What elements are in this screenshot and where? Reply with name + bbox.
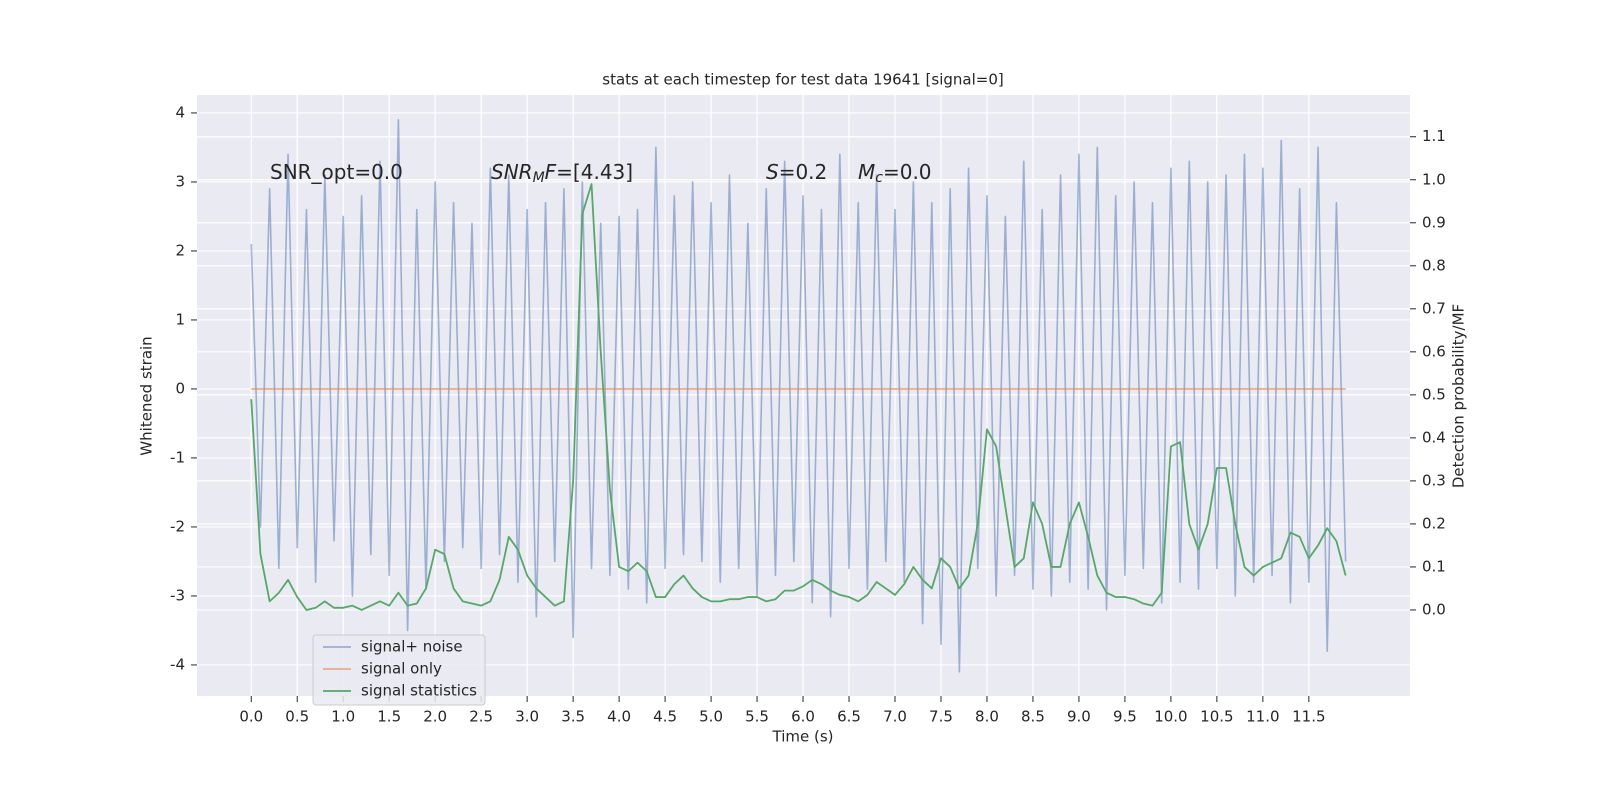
y2-tick-label: 0.6 — [1422, 342, 1446, 360]
y2-tick-label: 0.0 — [1422, 600, 1446, 618]
y-tick-label: 4 — [175, 103, 185, 121]
annotation: SNR_opt=0.0 — [270, 160, 403, 184]
annotation-part: SNR — [491, 160, 533, 184]
annotation-part: =0.0 — [883, 160, 932, 184]
annotation: S=0.2 — [766, 160, 827, 184]
x-tick-label: 6.0 — [791, 708, 815, 726]
x-tick-label: 2.5 — [469, 708, 493, 726]
annotation-part: =0.2 — [779, 160, 828, 184]
series-line — [250, 183, 1347, 611]
x-tick-label: 4.5 — [653, 708, 677, 726]
y2-tick-label: 0.5 — [1422, 385, 1446, 403]
annotation-part: S — [766, 160, 779, 184]
y-tick-label: 3 — [175, 172, 185, 190]
annotation-part: M — [858, 160, 875, 184]
x-tick-label: 7.0 — [883, 708, 907, 726]
annotation: SNRMF=[4.43] — [491, 160, 633, 187]
y2-axis-label: Detection probability/MF — [1450, 304, 1468, 488]
y2-tick-label: 0.3 — [1422, 471, 1446, 489]
x-tick-label: 5.5 — [745, 708, 769, 726]
y2-tick-label: 0.8 — [1422, 256, 1446, 274]
y-tick-label: 0 — [175, 379, 185, 397]
x-tick-label: 8.5 — [1021, 708, 1045, 726]
y2-tick-label: 0.7 — [1422, 299, 1446, 317]
annotation-part: c — [875, 170, 883, 186]
y-tick-label: 1 — [175, 310, 185, 328]
x-tick-label: 0.0 — [239, 708, 263, 726]
chart-title: stats at each timestep for test data 196… — [602, 71, 1003, 89]
x-tick-label: 10.5 — [1200, 708, 1233, 726]
legend-box — [312, 634, 486, 706]
y2-tick-label: 1.1 — [1422, 127, 1446, 145]
series-line — [250, 119, 1347, 673]
x-tick-label: 4.0 — [607, 708, 631, 726]
x-tick-label: 3.5 — [561, 708, 585, 726]
x-axis-label: Time (s) — [772, 728, 834, 746]
x-tick-label: 11.5 — [1292, 708, 1325, 726]
annotation-part: M — [533, 170, 545, 186]
y-tick-label: -3 — [170, 586, 185, 604]
y2-tick-label: 1.0 — [1422, 170, 1446, 188]
x-tick-label: 3.0 — [515, 708, 539, 726]
x-tick-label: 11.0 — [1246, 708, 1279, 726]
x-tick-label: 9.0 — [1067, 708, 1091, 726]
y2-tick-label: 0.9 — [1422, 213, 1446, 231]
y-tick-label: -2 — [170, 517, 185, 535]
x-tick-label: 0.5 — [285, 708, 309, 726]
x-tick-label: 10.0 — [1154, 708, 1187, 726]
x-tick-label: 5.0 — [699, 708, 723, 726]
x-tick-label: 7.5 — [929, 708, 953, 726]
legend-label: signal+ noise — [361, 638, 463, 656]
marks — [250, 119, 1347, 673]
annotation-part: =[4.43] — [556, 160, 633, 184]
x-tick-label: 9.5 — [1113, 708, 1137, 726]
y2-tick-label: 0.4 — [1422, 428, 1446, 446]
legend-label: signal only — [361, 660, 442, 678]
annotation-part: SNR_opt=0.0 — [270, 160, 403, 184]
x-tick-label: 8.0 — [975, 708, 999, 726]
y2-tick-label: 0.1 — [1422, 557, 1446, 575]
x-tick-label: 1.5 — [377, 708, 401, 726]
y2-tick-label: 0.2 — [1422, 514, 1446, 532]
y-tick-label: -4 — [170, 655, 185, 673]
y-tick-label: 2 — [175, 241, 185, 259]
y-axis-label: Whitened strain — [138, 336, 156, 455]
annotation: Mc=0.0 — [858, 160, 932, 187]
legend-label: signal statistics — [361, 682, 477, 700]
x-tick-label: 2.0 — [423, 708, 447, 726]
x-tick-label: 1.0 — [331, 708, 355, 726]
y-tick-label: -1 — [170, 448, 185, 466]
x-tick-label: 6.5 — [837, 708, 861, 726]
annotation-part: F — [545, 160, 557, 184]
